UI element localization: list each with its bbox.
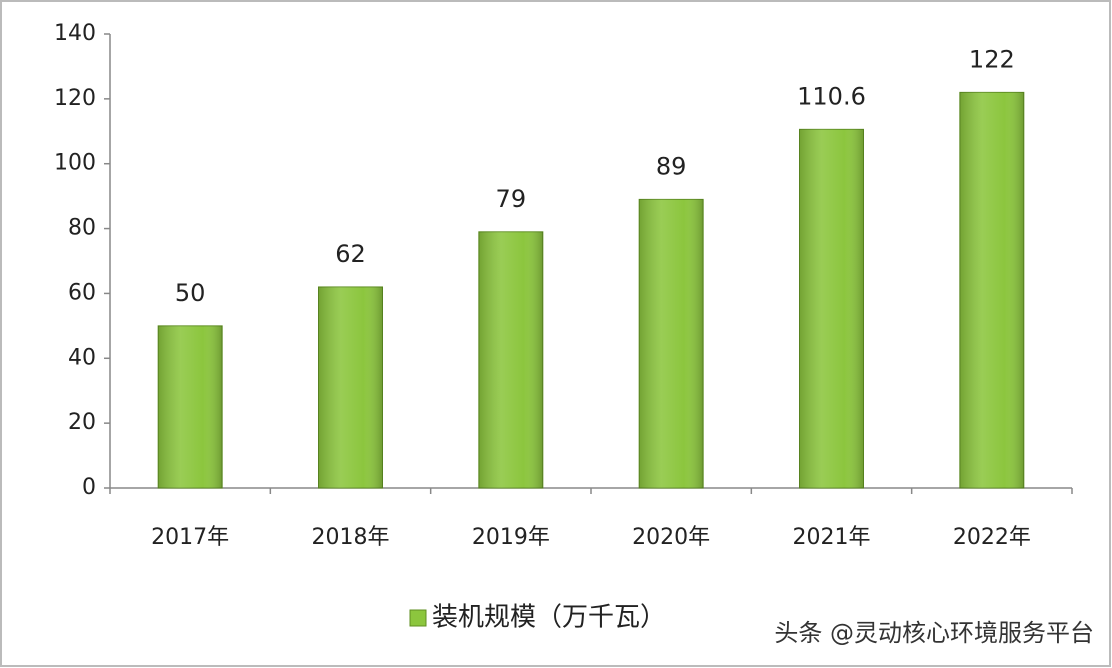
x-tick-label: 2018年 [312,525,390,550]
x-tick-label: 2020年 [632,525,710,550]
value-label: 62 [335,240,366,268]
y-tick-label: 0 [82,475,96,500]
bar-shade [959,92,1024,488]
y-tick-label: 80 [68,216,96,241]
bar-shade [639,199,704,488]
value-label: 89 [656,152,687,180]
y-tick-label: 100 [54,151,96,176]
legend-swatch [409,609,427,627]
bar-shade [799,129,864,488]
y-tick-label: 40 [68,345,96,370]
value-label: 122 [969,45,1015,73]
y-tick-label: 120 [54,86,96,111]
x-tick-label: 2022年 [953,525,1031,550]
value-label: 50 [175,279,206,307]
y-tick-label: 60 [68,280,96,305]
bar-shade [318,286,383,488]
value-label: 110.6 [797,82,866,110]
bar-shade [158,325,223,488]
x-tick-label: 2021年 [793,525,871,550]
bar-shade [478,231,543,489]
x-tick-label: 2017年 [151,525,229,550]
y-tick-label: 140 [54,21,96,46]
x-tick-label: 2019年 [472,525,550,550]
watermark: 头条 @灵动核心环境服务平台 [774,619,1094,647]
legend-label: 装机规模（万千瓦） [432,603,666,633]
value-label: 79 [496,185,527,213]
y-tick-label: 20 [68,410,96,435]
